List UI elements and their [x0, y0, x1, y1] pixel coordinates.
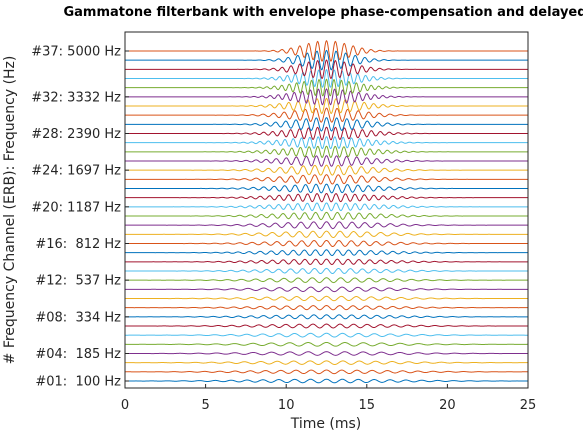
- channel-trace-33: [125, 78, 528, 97]
- y-tick-label: #28: 2390 Hz: [31, 127, 121, 142]
- channel-trace-17: [125, 230, 528, 239]
- channel-trace-07: [125, 323, 528, 329]
- chart-title: Gammatone filterbank with envelope phase…: [63, 5, 583, 20]
- channel-trace-16: [125, 239, 528, 248]
- channel-trace-25: [125, 155, 528, 167]
- channel-trace-31: [125, 97, 528, 114]
- x-tick-label: 15: [359, 398, 376, 413]
- channel-trace-29: [125, 117, 528, 132]
- channel-trace-21: [125, 192, 528, 203]
- channel-trace-22: [125, 183, 528, 194]
- x-tick-label: 10: [278, 398, 295, 413]
- channel-trace-32: [125, 88, 528, 106]
- channel-trace-19: [125, 211, 528, 221]
- channel-trace-11: [125, 286, 528, 293]
- y-tick-label: #08: 334 Hz: [35, 310, 121, 325]
- channel-trace-35: [125, 59, 528, 80]
- channel-trace-18: [125, 221, 528, 230]
- channel-trace-34: [125, 68, 528, 88]
- y-tick-label: #37: 5000 Hz: [31, 45, 121, 60]
- y-axis-ticks: #01: 100 Hz #04: 185 Hz #08: 334 Hz #12: 53…: [31, 45, 129, 390]
- y-tick-label: #32: 3332 Hz: [31, 90, 121, 105]
- y-tick-label: #04: 185 Hz: [35, 347, 121, 362]
- y-axis-label: # Frequency Channel (ERB): Frequency (Hz…: [2, 56, 18, 365]
- channel-trace-20: [125, 202, 528, 212]
- channel-trace-28: [125, 126, 528, 141]
- x-tick-label: 5: [201, 398, 209, 413]
- y-tick-label: #12: 537 Hz: [35, 274, 121, 289]
- channel-trace-10: [125, 295, 528, 302]
- plot-area: [125, 32, 528, 388]
- y-tick-label: #01: 100 Hz: [35, 375, 121, 390]
- channel-trace-01: [124, 378, 529, 384]
- channel-trace-24: [125, 164, 528, 176]
- y-tick-label: #20: 1187 Hz: [31, 200, 121, 215]
- y-tick-label: #16: 812 Hz: [35, 237, 121, 252]
- axes-box: [124, 31, 529, 389]
- channel-trace-09: [125, 305, 528, 311]
- channel-traces: [124, 39, 529, 384]
- channel-trace-15: [125, 249, 528, 257]
- channel-trace-05: [125, 341, 528, 347]
- channel-trace-36: [125, 49, 528, 71]
- x-tick-label: 0: [121, 398, 129, 413]
- channel-trace-13: [125, 267, 528, 275]
- channel-trace-08: [125, 314, 528, 320]
- y-tick-label: #24: 1697 Hz: [31, 164, 121, 179]
- channel-trace-30: [125, 107, 528, 123]
- channel-trace-26: [125, 145, 528, 158]
- channel-trace-27: [125, 136, 528, 150]
- channel-trace-06: [124, 332, 529, 338]
- x-tick-label: 20: [439, 398, 456, 413]
- channel-trace-37: [125, 39, 528, 62]
- x-tick-label: 25: [520, 398, 537, 413]
- channel-trace-04: [125, 351, 528, 356]
- channel-trace-14: [125, 258, 528, 266]
- channel-trace-23: [125, 174, 528, 185]
- x-axis-label: Time (ms): [290, 416, 362, 432]
- x-axis-ticks: 0 5 10 15 20 25: [121, 384, 536, 413]
- channel-trace-03: [124, 360, 529, 365]
- channel-trace-02: [124, 369, 529, 375]
- channel-trace-12: [124, 277, 529, 284]
